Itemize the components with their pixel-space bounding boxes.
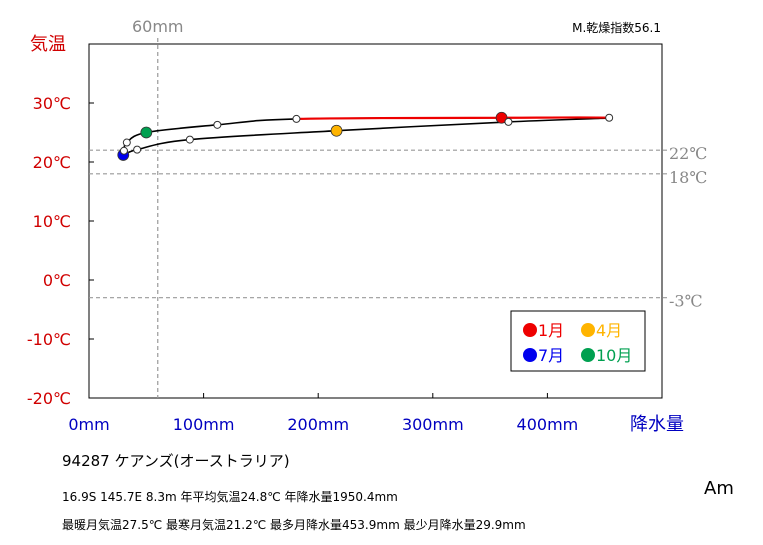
month-point-5 <box>185 135 194 144</box>
x-tick-label: 400mm <box>517 415 579 434</box>
index-label: M.乾燥指数56.1 <box>572 20 661 35</box>
warm-segment <box>296 116 610 120</box>
month-marker-10 <box>140 126 153 139</box>
precip-reference-label: 60mm <box>132 17 184 36</box>
month-point-9 <box>122 138 131 147</box>
legend-swatch-7 <box>523 348 537 362</box>
month-point-3 <box>504 117 513 126</box>
x-tick-label: 300mm <box>402 415 464 434</box>
station-info-line-2: 最暖月気温27.5℃ 最寒月気温21.2℃ 最多月降水量453.9mm 最少月降… <box>62 518 526 532</box>
legend-label-4: 4月 <box>596 321 622 340</box>
y-tick-label: 10℃ <box>33 212 71 231</box>
climate-chart: 22℃ 18℃ -3℃ 60mm 30℃ 20℃ 10℃ 0℃ -10℃ -20℃ 0mm 100m… <box>27 17 707 435</box>
month-point-2 <box>605 113 614 122</box>
y-tick-label: 30℃ <box>33 94 71 113</box>
legend-items: 1月 4月 7月 10月 <box>523 321 632 365</box>
x-tick-label: 100mm <box>173 415 235 434</box>
month-point-12 <box>292 114 301 123</box>
legend-swatch-4 <box>581 323 595 337</box>
x-tick-label: 0mm <box>68 415 109 434</box>
temp-reference-label: 18℃ <box>669 168 707 187</box>
y-tick-label: 20℃ <box>33 153 71 172</box>
y-axis-title: 気温 <box>30 34 66 55</box>
month-point-11 <box>213 120 222 129</box>
month-point-8 <box>119 146 128 155</box>
reference-lines: 22℃ 18℃ -3℃ 60mm <box>89 17 707 398</box>
y-tick-label: 0℃ <box>43 271 71 290</box>
x-tick-label: 200mm <box>287 415 349 434</box>
station-name: 94287 ケアンズ(オーストラリア) <box>62 452 290 470</box>
legend-swatch-1 <box>523 323 537 337</box>
station-info-line-1: 16.9S 145.7E 8.3m 年平均気温24.8℃ 年降水量1950.4m… <box>62 490 398 504</box>
climate-classification: Am <box>704 478 734 499</box>
month-marker-1 <box>495 111 508 124</box>
temp-reference-label: -3℃ <box>669 292 702 311</box>
climograph-curve <box>121 116 611 156</box>
month-marker-4 <box>330 124 343 137</box>
legend-label-10: 10月 <box>596 346 632 365</box>
curve-line <box>121 116 611 156</box>
month-point-6 <box>133 145 142 154</box>
legend-swatch-10 <box>581 348 595 362</box>
y-tick-label: -10℃ <box>27 330 71 349</box>
legend: 1月 4月 7月 10月 <box>510 310 646 372</box>
legend-label-7: 7月 <box>538 346 564 365</box>
y-tick-label: -20℃ <box>27 389 71 408</box>
month-points <box>117 111 614 161</box>
temp-reference-label: 22℃ <box>669 144 707 163</box>
legend-label-1: 1月 <box>538 321 564 340</box>
axis-labels: 30℃ 20℃ 10℃ 0℃ -10℃ -20℃ 0mm 100mm 200mm 300mm 400… <box>27 94 578 434</box>
x-axis-title: 降水量 <box>630 414 684 435</box>
grid-layer <box>88 102 548 399</box>
